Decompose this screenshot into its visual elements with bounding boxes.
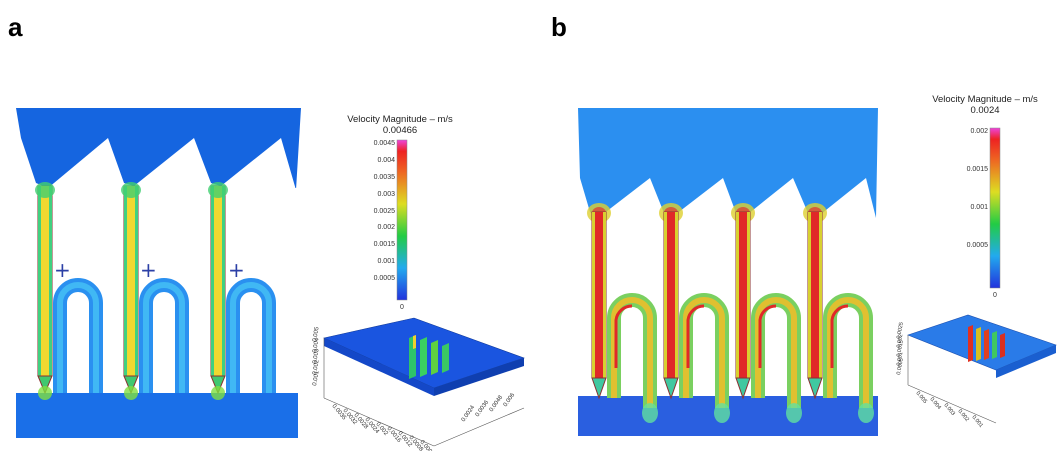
surface-tick-label: 0.0025 <box>896 322 905 340</box>
marker-plus-1: + <box>54 258 71 282</box>
surface-tick-label: 0.0024 <box>461 404 477 423</box>
colorbar-tick-label: 0 <box>993 292 997 299</box>
colorbar-tick-label: 0.0015 <box>966 166 988 173</box>
colorbar-tick-label: 0.0005 <box>966 242 988 249</box>
colorbar-tick-label: 0.002 <box>377 224 395 232</box>
colorbar-tick-label: 0.0015 <box>373 241 395 249</box>
surface-plot-a: 0.0050.0040.0030.0020.0010.00350.00320.0… <box>312 317 525 451</box>
channel-unit <box>208 182 276 400</box>
colorbar-a <box>396 139 408 301</box>
colorbar-tick-label: 0.0025 <box>373 207 395 215</box>
channels-a <box>35 182 276 400</box>
surface-tick-label: 0.003 <box>312 348 321 364</box>
colorbar-title-b: Velocity Magnitude – m/s <box>932 94 1038 105</box>
colorbar-tick-label: 0.003 <box>377 190 395 198</box>
channel-unit <box>121 182 189 400</box>
colorbar-tick-label: 0.002 <box>970 128 988 135</box>
surface-tick-label: 0.0036 <box>475 399 491 418</box>
surface-tick-label: 0.002 <box>312 359 321 375</box>
colorbar-tick-label: 0.0035 <box>373 173 395 181</box>
channel-unit <box>803 203 874 423</box>
marker-plus-3: + <box>228 258 245 282</box>
colorbar-b <box>989 127 1001 289</box>
channel-unit <box>731 203 802 423</box>
surface-tick-label: 0.001 <box>312 370 321 386</box>
surface-tick-label: 0.001 <box>896 352 904 367</box>
surface-tick-label: 0.006 <box>503 392 517 408</box>
colorbar-title-a: Velocity Magnitude – m/s <box>347 114 453 125</box>
colorbar-tick-label: 0.0045 <box>373 140 395 147</box>
channel-unit <box>659 203 730 423</box>
surface-tick-label: 0.0004 <box>418 439 435 451</box>
surface-tick-label: 0.002 <box>896 334 904 349</box>
channel-unit <box>587 203 658 423</box>
colorbar-max-b: 0.0024 <box>970 105 1000 116</box>
panel-label-a: a <box>8 12 23 42</box>
colorbar-tick-label: 0.001 <box>377 258 395 266</box>
colorbar-tick-label: 0 <box>400 304 404 311</box>
colorbar-tick-label: 0.0005 <box>373 275 395 283</box>
marker-plus-2: + <box>140 258 157 282</box>
channels-b <box>587 203 874 423</box>
colorbar-tick-label: 0.004 <box>377 156 395 164</box>
surface-tick-label: 0.0005 <box>896 358 905 376</box>
colorbar-max-a: 0.00466 <box>382 125 418 136</box>
surface-tick-label: 0.005 <box>312 326 321 342</box>
surface-tick-label: 0.0048 <box>489 394 505 413</box>
velocity-field-a <box>16 108 306 438</box>
channel-unit <box>35 182 103 400</box>
panel-label-b: b <box>551 12 567 42</box>
colorbar-tick-label: 0.001 <box>970 204 988 211</box>
surface-tick-label: 0.004 <box>312 337 321 353</box>
surface-tick-label: 0.0015 <box>896 340 905 358</box>
velocity-field-b <box>578 108 883 436</box>
